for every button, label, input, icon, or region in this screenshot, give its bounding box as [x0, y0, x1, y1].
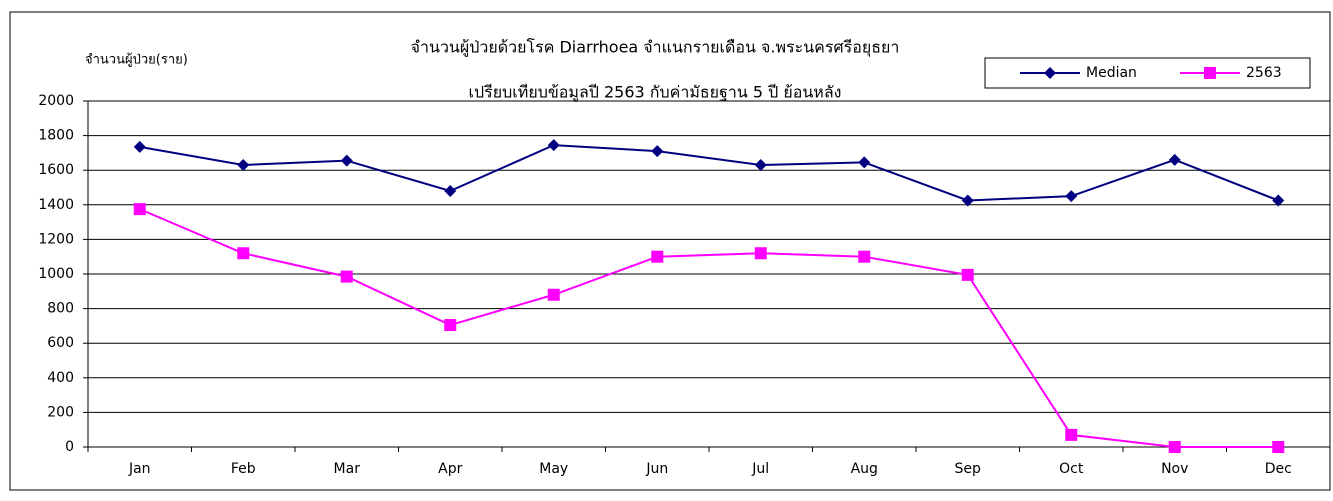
point — [961, 194, 974, 207]
legend-label: 2563 — [1246, 65, 1282, 81]
chart-frame — [9, 11, 1331, 491]
point — [1168, 153, 1181, 166]
y-tick-label: 1800 — [38, 128, 74, 144]
point — [1272, 441, 1285, 453]
point — [961, 268, 974, 281]
point — [1272, 194, 1285, 207]
x-tick-label: Nov — [1161, 461, 1188, 477]
y-tick-label: 1400 — [38, 197, 74, 213]
y-tick-label: 1000 — [38, 266, 74, 282]
point — [444, 319, 457, 332]
chart-subtitle: เปรียบเทียบข้อมูลปี 2563 กับค่ามัธยฐาน 5… — [469, 83, 842, 103]
series-line — [139, 208, 1279, 448]
point — [754, 159, 767, 172]
point — [237, 159, 250, 172]
x-tick-label: Aug — [851, 461, 878, 477]
point — [340, 154, 353, 167]
x-tick-label: Jan — [128, 461, 151, 477]
point — [444, 184, 457, 197]
point — [133, 203, 146, 216]
point — [1044, 67, 1056, 79]
series-line — [139, 144, 1279, 202]
point — [547, 139, 560, 152]
x-tick-label: Apr — [438, 461, 462, 477]
point — [133, 140, 146, 153]
x-tick-label: Mar — [334, 461, 361, 477]
y-tick-label: 800 — [47, 301, 74, 317]
x-tick-label: Oct — [1059, 461, 1084, 477]
point — [651, 250, 664, 263]
point — [1065, 190, 1078, 203]
y-tick-label: 200 — [47, 404, 74, 420]
point — [1065, 428, 1078, 441]
y-tick-label: 1200 — [38, 231, 74, 247]
x-tick-label: May — [539, 461, 568, 477]
y-tick-label: 2000 — [38, 93, 74, 109]
x-tick-label: Sep — [955, 461, 982, 477]
point — [1204, 67, 1216, 79]
point — [754, 247, 767, 260]
point — [237, 247, 250, 260]
point — [858, 250, 871, 263]
point — [547, 288, 560, 301]
x-tick-label: Dec — [1265, 461, 1292, 477]
y-tick-label: 400 — [47, 370, 74, 386]
y-axis-label: จำนวนผู้ป่วย(ราย) — [85, 53, 188, 68]
y-tick-label: 600 — [47, 335, 74, 351]
x-tick-label: Feb — [231, 461, 256, 477]
y-tick-label: 0 — [65, 439, 74, 455]
point — [858, 156, 871, 169]
chart-title: จำนวนผู้ป่วยด้วยโรค Diarrhoea จำแนกรายเด… — [411, 38, 900, 58]
point — [340, 270, 353, 283]
x-tick-label: Jul — [751, 461, 769, 477]
y-tick-label: 1600 — [38, 162, 74, 178]
x-tick-label: Jun — [645, 461, 668, 477]
point — [651, 145, 664, 158]
point — [1168, 441, 1181, 453]
legend-label: Median — [1086, 65, 1137, 81]
